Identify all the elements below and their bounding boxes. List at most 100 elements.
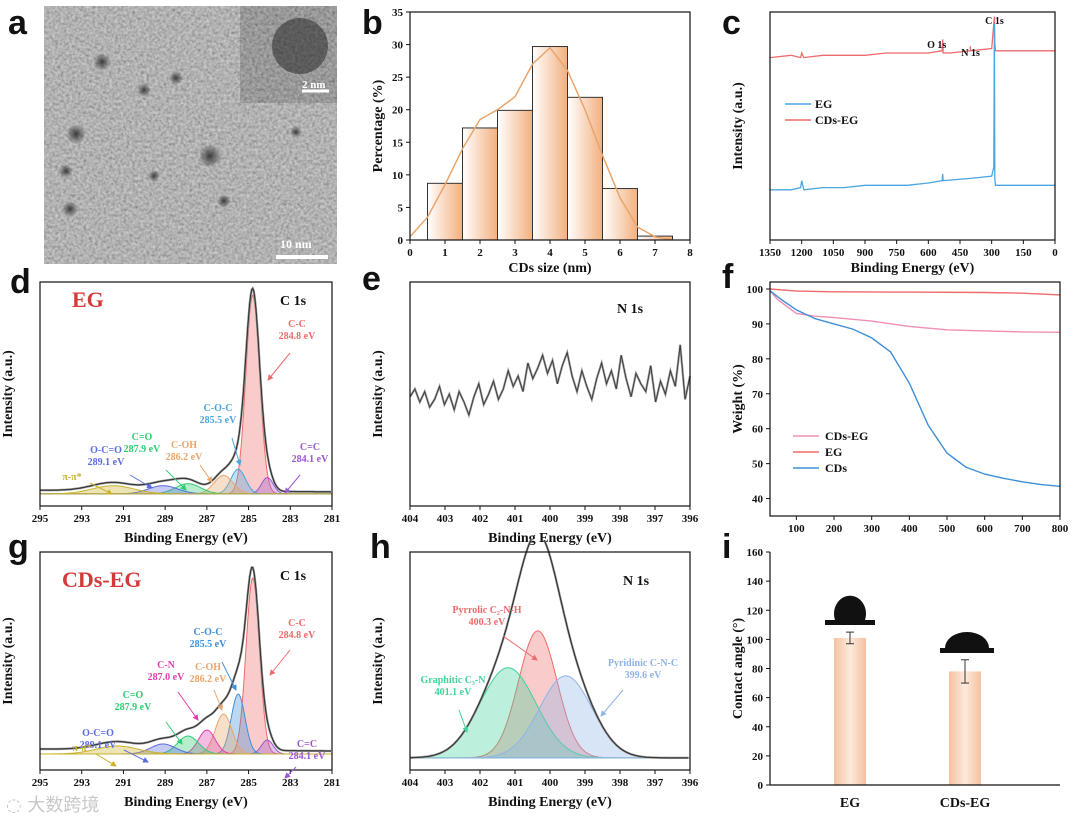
peak-annotation: 289.1 eV bbox=[88, 457, 125, 468]
peak-annotation: C-C bbox=[288, 319, 306, 330]
y-tick-label: 25 bbox=[392, 72, 404, 84]
x-tick-label: 7 bbox=[652, 247, 658, 259]
annotation-arrow bbox=[284, 766, 297, 779]
x-tick-label: 600 bbox=[920, 247, 937, 259]
x-axis-label: Binding Energy (eV) bbox=[124, 531, 248, 545]
x-tick-label: 289 bbox=[157, 513, 174, 525]
annotation-arrow bbox=[165, 721, 183, 745]
x-tick-label: 404 bbox=[402, 513, 419, 525]
peak-annotation: 284.8 eV bbox=[279, 630, 316, 641]
chart-c: 1350 1200 1050 900 750 600 450 300 150 0 Binding E… bbox=[731, 11, 1058, 275]
fit-component-peak bbox=[40, 745, 332, 755]
x-tick-label: 291 bbox=[115, 777, 132, 789]
histogram-bar bbox=[532, 46, 568, 241]
y-axis-label: Weight (%) bbox=[731, 364, 746, 434]
contact-angle-bar bbox=[949, 671, 981, 785]
peak-annotation: 287.9 eV bbox=[115, 702, 152, 713]
x-axis-label: Binding Energy (eV) bbox=[488, 531, 612, 545]
x-tick-label: 6 bbox=[617, 247, 623, 259]
peak-label-n1s: N 1s bbox=[961, 48, 980, 59]
x-tick-label: 404 bbox=[402, 777, 419, 789]
core-level-label: N 1s bbox=[617, 302, 644, 317]
plot-frame bbox=[409, 281, 691, 507]
peak-annotation: Pyridinic C-N-C bbox=[608, 658, 678, 669]
distribution-fit-line bbox=[409, 46, 673, 241]
annotation-arrow bbox=[267, 352, 291, 381]
peak-annotation: C-N bbox=[157, 660, 176, 671]
annotation-arrow bbox=[221, 661, 237, 691]
y-tick-label: 90 bbox=[752, 319, 764, 331]
panel-label-h: h bbox=[370, 528, 391, 566]
chart-i: EG CDs-EG 0 20 40 60 80 100 120 140 160 Contact ang… bbox=[731, 547, 1060, 811]
legend-label: EG bbox=[815, 97, 832, 111]
series-line-eg bbox=[770, 23, 1055, 191]
plot-frame bbox=[769, 281, 1061, 517]
y-tick-label: 120 bbox=[747, 605, 764, 617]
y-tick-label: 0 bbox=[758, 780, 764, 792]
peak-annotation: 289.1 eV bbox=[80, 740, 117, 751]
y-axis-label: Intensity (a.u.) bbox=[1, 350, 16, 438]
y-tick-label: 140 bbox=[747, 576, 764, 588]
annotation-arrow bbox=[123, 749, 149, 763]
contact-angle-bar bbox=[834, 637, 866, 785]
peak-annotation: 285.5 eV bbox=[200, 415, 237, 426]
x-tick-label: 2 bbox=[477, 247, 483, 259]
x-tick-label: 403 bbox=[437, 513, 454, 525]
x-tick-label: 398 bbox=[612, 513, 629, 525]
panel-label-b: b bbox=[362, 4, 383, 42]
tem-nanoparticles bbox=[59, 53, 302, 217]
peak-annotation: Graphitic C₃-N bbox=[421, 675, 487, 686]
x-tick-label: 293 bbox=[73, 513, 90, 525]
y-tick-label: 100 bbox=[747, 634, 764, 646]
cumulative-fit-line bbox=[40, 567, 331, 752]
y-tick-label: 40 bbox=[752, 494, 764, 506]
peak-label-c1s: C 1s bbox=[985, 16, 1004, 27]
x-tick-label: 500 bbox=[939, 523, 956, 535]
x-tick-label: 293 bbox=[73, 777, 90, 789]
panel-label-i: i bbox=[722, 528, 732, 566]
x-tick-label: 1050 bbox=[822, 247, 845, 259]
x-tick-label: 450 bbox=[952, 247, 969, 259]
plot-frame bbox=[769, 11, 1056, 241]
legend-label: EG bbox=[825, 445, 842, 459]
y-tick-label: 50 bbox=[752, 459, 764, 471]
peak-annotation: 284.8 eV bbox=[279, 331, 316, 342]
peak-annotation: 287.9 eV bbox=[124, 444, 161, 455]
peak-annotation: O-C=O bbox=[90, 445, 122, 456]
y-tick-label: 20 bbox=[752, 751, 764, 763]
chart-g: 295 293 291 289 287 285 283 281 Binding Energy (… bbox=[1, 551, 340, 810]
x-category-label: CDs-EG bbox=[940, 796, 991, 811]
plot-frame bbox=[39, 281, 333, 507]
annotation-arrow bbox=[129, 474, 153, 489]
y-tick-label: 70 bbox=[752, 389, 764, 401]
peak-annotation: 284.1 eV bbox=[289, 751, 326, 762]
x-tick-label: 287 bbox=[199, 513, 216, 525]
annotation-arrow bbox=[269, 649, 291, 676]
y-tick-label: 60 bbox=[752, 424, 764, 436]
peak-annotation: C=C bbox=[300, 442, 320, 453]
panel-label-f: f bbox=[722, 258, 734, 296]
x-tick-label: 0 bbox=[1052, 247, 1058, 259]
y-axis-label: Contact angle (°) bbox=[731, 618, 746, 720]
x-category-label: EG bbox=[840, 796, 860, 811]
core-level-label: C 1s bbox=[280, 569, 307, 584]
x-tick-label: 800 bbox=[1052, 523, 1069, 535]
peak-annotation: π-π* bbox=[72, 743, 91, 754]
y-tick-label: 160 bbox=[747, 547, 764, 559]
y-tick-label: 15 bbox=[392, 137, 404, 149]
annotation-arrow bbox=[231, 437, 242, 466]
x-tick-label: 396 bbox=[682, 513, 699, 525]
x-tick-label: 397 bbox=[647, 777, 664, 789]
annotation-arrow bbox=[284, 474, 301, 494]
x-tick-label: 300 bbox=[983, 247, 1000, 259]
annotation-arrow bbox=[502, 635, 538, 661]
legend-label: CDs-EG bbox=[815, 113, 858, 127]
peak-label-o1s: O 1s bbox=[927, 40, 946, 51]
core-level-label: C 1s bbox=[280, 294, 307, 309]
scale-label: 10 nm bbox=[280, 237, 312, 251]
x-tick-label: 400 bbox=[542, 513, 559, 525]
y-axis-label: Intensity (a.u.) bbox=[371, 617, 386, 705]
raw-data-envelope bbox=[40, 566, 331, 753]
histogram-bar bbox=[462, 127, 498, 241]
tem-image: 2 nm 10 nm bbox=[44, 6, 337, 264]
